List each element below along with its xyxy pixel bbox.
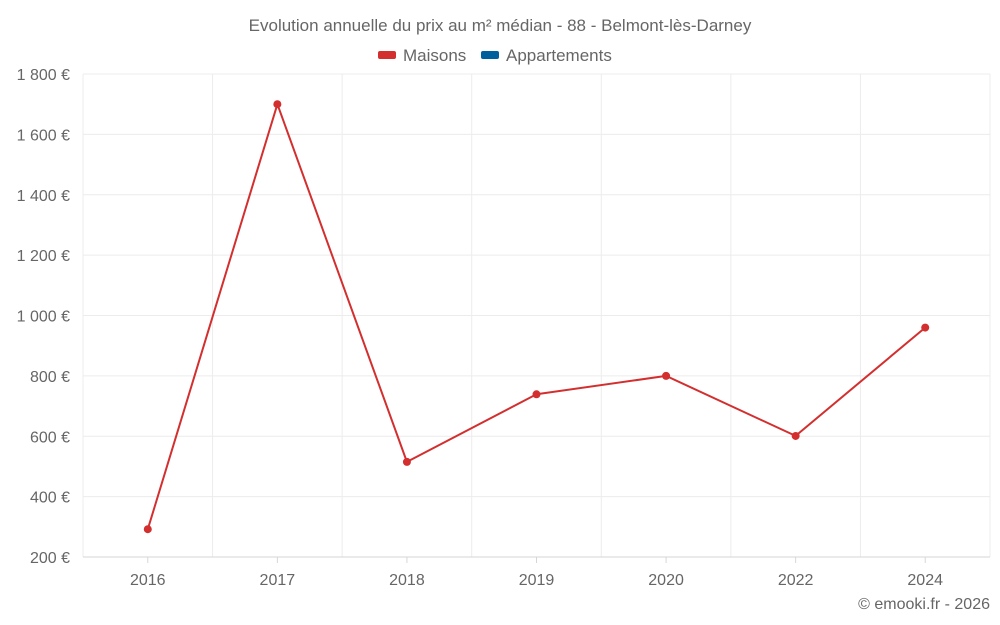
y-tick-label: 200 € — [30, 550, 70, 567]
data-point-maisons-2018[interactable] — [402, 457, 411, 466]
credit-text: © emooki.fr - 2026 — [858, 596, 990, 613]
legend-swatch-maisons — [378, 51, 396, 59]
data-point-maisons-2016[interactable] — [143, 525, 152, 534]
x-tick-label: 2017 — [260, 572, 296, 589]
y-tick-label: 1 200 € — [17, 248, 70, 265]
chart-title: Evolution annuelle du prix au m² médian … — [249, 16, 752, 35]
x-tick-label: 2022 — [778, 572, 814, 589]
legend-swatch-appartements — [481, 51, 499, 59]
y-tick-label: 1 000 € — [17, 309, 70, 326]
x-tick-label: 2016 — [130, 572, 166, 589]
legend-item-appartements[interactable]: Appartements — [481, 46, 612, 65]
x-tick-label: 2019 — [519, 572, 555, 589]
y-tick-label: 600 € — [30, 429, 70, 446]
data-point-maisons-2022[interactable] — [791, 431, 800, 440]
y-tick-label: 400 € — [30, 490, 70, 507]
axes: 1 800 € 1 600 € 1 400 € 1 200 € 1 000 € 800 €… — [17, 67, 944, 589]
data-point-maisons-2019[interactable] — [532, 390, 541, 399]
x-tick-label: 2020 — [648, 572, 684, 589]
x-tick-label: 2024 — [907, 572, 943, 589]
y-tick-label: 800 € — [30, 369, 70, 386]
data-point-maisons-2024[interactable] — [921, 323, 930, 332]
legend-item-maisons[interactable]: Maisons — [378, 46, 466, 65]
series-line-maisons — [146, 103, 926, 530]
y-tick-label: 1 600 € — [17, 127, 70, 144]
data-point-maisons-2017[interactable] — [273, 100, 282, 109]
data-point-maisons-2020[interactable] — [662, 371, 671, 380]
x-tick-label: 2018 — [389, 572, 425, 589]
plot-area — [143, 100, 930, 534]
legend-label-appartements: Appartements — [506, 46, 612, 65]
legend: Maisons Appartements — [378, 46, 612, 65]
grid — [82, 73, 991, 558]
legend-label-maisons: Maisons — [403, 46, 466, 65]
y-tick-label: 1 400 € — [17, 188, 70, 205]
y-tick-label: 1 800 € — [17, 67, 70, 84]
